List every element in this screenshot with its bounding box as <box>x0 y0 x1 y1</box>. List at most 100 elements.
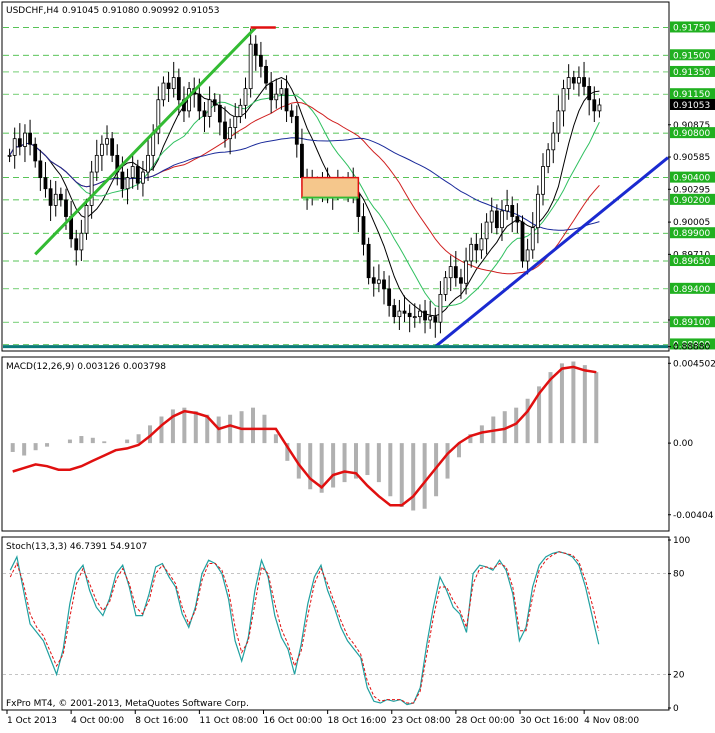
price-label-bg <box>670 255 715 267</box>
candle-body <box>541 166 545 195</box>
uptrend-line-green <box>34 26 257 256</box>
candle-body <box>402 310 407 314</box>
macd-tick-label: -0.00404 <box>673 511 714 521</box>
candle-body <box>269 82 274 101</box>
price-tick-label: 0.91150 <box>673 90 710 100</box>
candle-body <box>7 154 12 157</box>
candle-body <box>110 138 115 156</box>
price-label-bg <box>670 227 715 239</box>
candle-body <box>161 82 166 101</box>
price-tick-label: 0.90295 <box>673 185 710 195</box>
price-tick-label: 0.90800 <box>673 129 710 139</box>
candle-body <box>382 279 386 290</box>
candle-body <box>566 77 571 90</box>
x-tick-label: 16 Oct 00:00 <box>264 716 323 726</box>
candle-body <box>43 177 48 190</box>
uptrend-line-blue <box>434 156 669 348</box>
price-tick-label: 0.91750 <box>673 23 710 33</box>
candle-body <box>48 188 53 206</box>
price-tick-label: 0.88880 <box>673 343 710 353</box>
candle-body <box>38 160 43 179</box>
candle-body <box>212 99 217 106</box>
candle-body <box>202 110 207 117</box>
candle-body <box>228 127 233 140</box>
candle-body <box>515 216 520 223</box>
candle-body <box>125 177 130 190</box>
candle-body <box>484 221 489 240</box>
candle-body <box>546 149 551 167</box>
price-tick-label: 0.90875 <box>673 121 710 131</box>
candle-body <box>130 166 135 179</box>
candle-body <box>407 312 412 318</box>
candle-body <box>23 132 27 147</box>
ohlc-readout: 0.91045 0.91080 0.90992 0.91053 <box>62 6 219 16</box>
candle-body <box>376 279 381 284</box>
candle-body <box>84 205 89 234</box>
candle-body <box>79 232 84 251</box>
x-tick-label: 8 Oct 16:00 <box>135 716 188 726</box>
candle-body <box>300 143 304 179</box>
candle-body <box>551 132 556 151</box>
candle-body <box>284 88 289 112</box>
candle-body <box>294 116 299 145</box>
candle-body <box>556 110 561 134</box>
price-label-bg <box>670 282 715 294</box>
candle-body <box>176 77 181 101</box>
candle-body <box>166 82 171 90</box>
candle-body <box>479 238 484 251</box>
macd-tick-label: 0.00 <box>673 439 693 449</box>
candle-body <box>392 305 397 318</box>
current-price-bg <box>670 98 715 110</box>
candle-body <box>274 93 279 101</box>
price-tick-label: 0.90005 <box>673 218 710 228</box>
candle-body <box>366 243 371 279</box>
price-label-bg <box>670 171 715 183</box>
candle-body <box>99 143 104 156</box>
stoch-title: Stoch(13,3,3) 46.7391 54.9107 <box>6 542 147 552</box>
price-tick-label: 0.90585 <box>673 153 710 163</box>
x-tick-label: 18 Oct 16:00 <box>328 716 387 726</box>
candle-body <box>505 205 510 212</box>
candle-body <box>264 65 268 84</box>
candle-body <box>64 199 68 217</box>
candle-body <box>520 221 525 262</box>
price-tick-label: 0.91350 <box>673 68 710 78</box>
x-tick-label: 4 Nov 08:00 <box>584 716 639 726</box>
candle-body <box>28 132 32 145</box>
stoch-tick-label: 0 <box>673 704 679 714</box>
ma-fast-line <box>9 76 600 317</box>
candle-body <box>53 193 58 206</box>
stoch-main-line <box>9 551 600 706</box>
chart-title: USDCHF,H4 <box>6 6 59 16</box>
candle-body <box>233 116 238 128</box>
macd-tick-label: 0.004502 <box>673 359 715 369</box>
candle-body <box>135 166 140 184</box>
candle-body <box>525 249 530 262</box>
candle-body <box>207 99 212 117</box>
macd-signal-line <box>12 365 597 507</box>
price-tick-label: 0.90200 <box>673 196 710 206</box>
price-label-bg <box>670 316 715 328</box>
candle-body <box>238 104 243 117</box>
price-label-bg <box>670 338 715 350</box>
candle-body <box>577 77 581 84</box>
price-tick-label: 0.88900 <box>673 340 710 350</box>
price-label-bg <box>670 127 715 139</box>
candle-body <box>197 93 202 112</box>
candle-body <box>156 99 161 134</box>
candle-body <box>248 43 253 90</box>
candle-body <box>418 310 422 318</box>
consolidation-box <box>301 176 360 199</box>
candle-body <box>412 316 417 319</box>
candle-body <box>510 205 515 217</box>
candle-body <box>464 260 468 284</box>
candle-body <box>58 193 63 201</box>
candle-body <box>279 88 284 95</box>
candle-body <box>561 88 566 112</box>
candle-body <box>151 132 156 156</box>
x-tick-label: 28 Oct 00:00 <box>456 716 515 726</box>
stoch-panel-frame <box>1 536 670 711</box>
candle-body <box>459 277 463 284</box>
x-tick-label: 11 Oct 08:00 <box>199 716 258 726</box>
